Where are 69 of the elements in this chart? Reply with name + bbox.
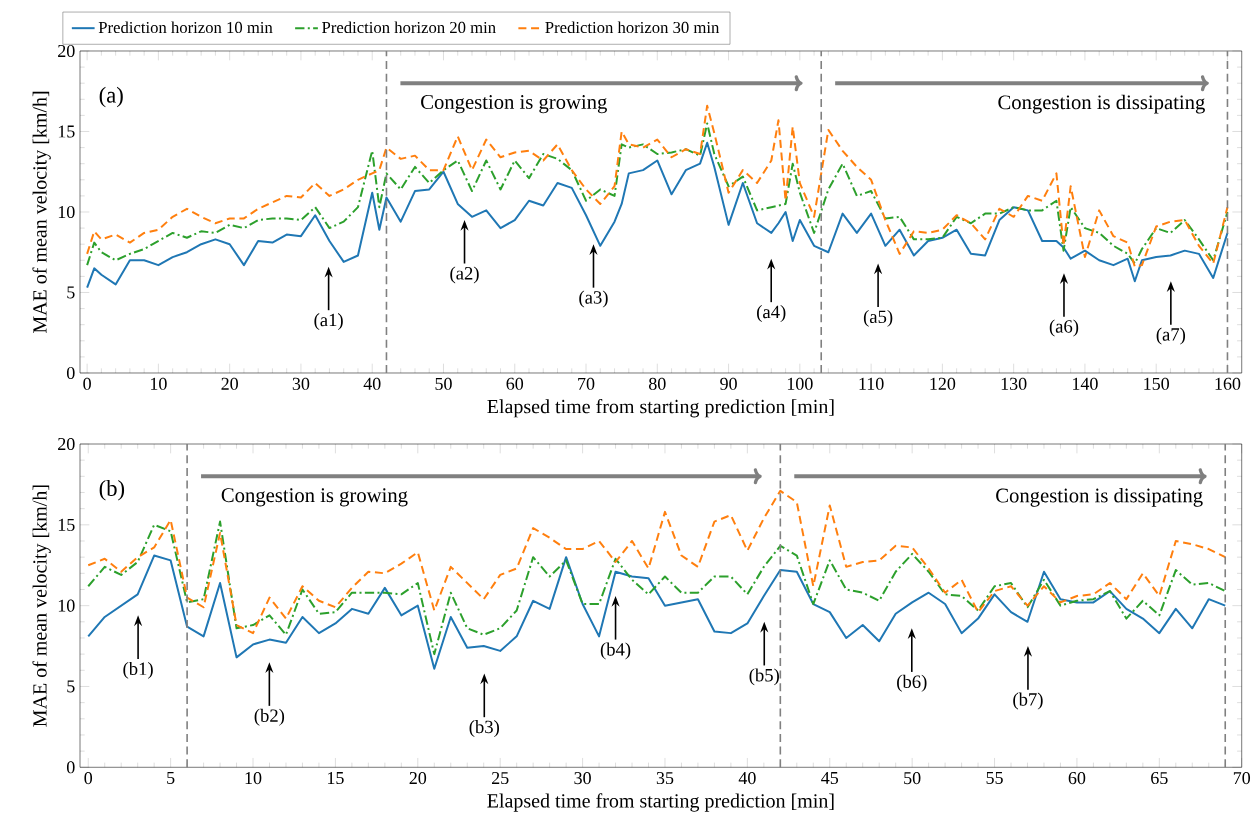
- x-tick-label: 15: [328, 772, 344, 785]
- x-tick-label: 0: [83, 377, 91, 390]
- annotation: (a1): [314, 313, 343, 331]
- x-tick-label: 140: [1073, 377, 1098, 390]
- x-tick-label: 10: [150, 377, 167, 390]
- x-tick-label: 0: [84, 771, 93, 785]
- annotation: (b2): [254, 708, 285, 726]
- x-tick-label: 30: [574, 771, 591, 785]
- annotation: (b1): [123, 661, 153, 679]
- x-tick-label: 90: [720, 377, 737, 390]
- annotation: (b5): [749, 668, 779, 686]
- x-tick-label: 130: [1001, 377, 1027, 390]
- y-tick-label: 5: [67, 680, 75, 693]
- y-axis-title: MAE of mean velocity [km/h]: [32, 91, 51, 334]
- x-tick-label: 60: [506, 377, 524, 390]
- x-tick-label: 20: [221, 377, 238, 390]
- x-axis-title: Elapsed time from starting prediction [min]: [487, 793, 834, 812]
- y-tick-label: 20: [58, 437, 75, 451]
- x-tick-label: 30: [292, 377, 310, 390]
- y-tick-label: 10: [58, 205, 75, 219]
- annotation: (a3): [579, 290, 608, 308]
- x-tick-label: 10: [245, 771, 262, 785]
- x-tick-label: 40: [363, 377, 381, 390]
- x-tick-label: 20: [409, 771, 427, 785]
- annotation: (b3): [469, 720, 500, 738]
- annotation: (a2): [450, 266, 479, 284]
- x-tick-label: 100: [787, 377, 813, 390]
- x-tick-label: 160: [1215, 377, 1241, 390]
- annotation: (a4): [757, 305, 786, 323]
- legend-label: Prediction horizon 10 min: [98, 21, 273, 34]
- x-tick-label: 50: [435, 377, 452, 390]
- annotation: Congestion is dissipating: [996, 487, 1203, 507]
- y-tick-label: 0: [66, 761, 75, 774]
- annotation: Congestion is growing: [221, 488, 408, 507]
- y-tick-label: 0: [66, 366, 75, 380]
- x-tick-label: 35: [656, 772, 674, 785]
- annotation: Congestion is dissipating: [998, 94, 1205, 114]
- x-tick-label: 150: [1144, 377, 1170, 390]
- y-tick-label: 20: [58, 44, 75, 58]
- annotation: (a6): [1049, 319, 1079, 337]
- legend-label: Prediction horizon 20 min: [322, 21, 496, 34]
- y-tick-label: 15: [58, 125, 75, 138]
- x-tick-label: 110: [859, 377, 884, 390]
- annotation: (b7): [1013, 692, 1043, 710]
- annotation: (b4): [600, 642, 631, 660]
- annotation: (a7): [1156, 327, 1186, 345]
- x-tick-label: 25: [491, 772, 509, 785]
- x-tick-label: 55: [986, 772, 1003, 784]
- x-tick-label: 5: [167, 772, 175, 784]
- x-tick-label: 70: [578, 377, 595, 390]
- annotation: (a5): [863, 309, 893, 327]
- y-tick-label: 15: [58, 518, 75, 531]
- legend-label: Prediction horizon 30 min: [545, 21, 720, 34]
- y-tick-label: 5: [67, 286, 75, 299]
- text: (a): [99, 86, 123, 108]
- y-axis-title: MAE of mean velocity [km/h]: [32, 485, 51, 727]
- x-tick-label: 80: [648, 377, 666, 390]
- annotation: (b6): [897, 674, 927, 692]
- text: (b): [99, 479, 125, 501]
- x-tick-label: 40: [738, 771, 756, 785]
- x-tick-label: 70: [1233, 771, 1251, 785]
- annotation: Congestion is growing: [421, 95, 607, 114]
- x-tick-label: 65: [1151, 772, 1168, 785]
- x-axis-title: Elapsed time from starting prediction [min]: [487, 399, 834, 418]
- x-tick-label: 50: [904, 771, 921, 785]
- y-tick-label: 10: [58, 599, 75, 612]
- x-tick-label: 120: [930, 377, 956, 390]
- x-tick-label: 60: [1068, 771, 1086, 785]
- x-tick-label: 45: [821, 771, 839, 785]
